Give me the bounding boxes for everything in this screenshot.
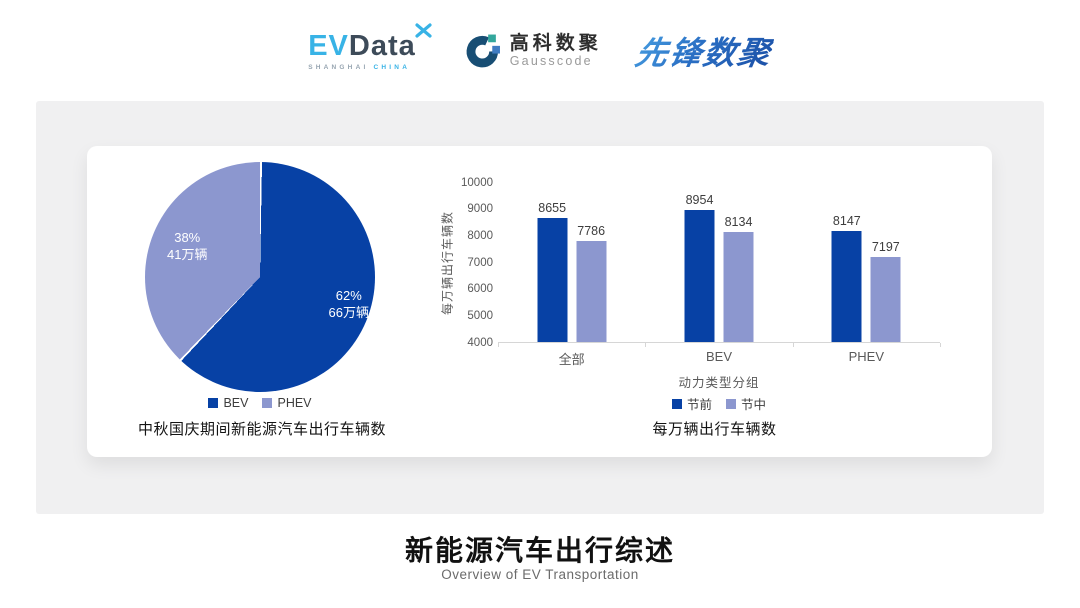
bar-value-label: 8147 (832, 214, 861, 229)
bar-节中-PHEV: 7197 (870, 240, 901, 342)
legend-item-PHEV: PHEV (262, 396, 312, 410)
y-tick-label: 4000 (467, 336, 493, 349)
bar-value-label: 7197 (871, 239, 900, 254)
evdata-x-icon (415, 22, 432, 38)
bar-节中-BEV: 8134 (723, 215, 754, 342)
pie-chart-title: 中秋国庆期间新能源汽车出行车辆数 (137, 421, 386, 438)
y-tick-label: 10000 (461, 176, 493, 189)
bar-value-label: 7786 (577, 224, 606, 239)
bar-group-BEV: 8954 8134 (684, 193, 754, 342)
legend-label: 节前 (686, 398, 712, 412)
bar-节前-全部: 8655 (537, 201, 568, 342)
pie-chart-panel: 38% 41万辆 62% 66万辆 BEV PHEV 中秋国庆期间新能源汽车出行车… (87, 146, 437, 457)
gausscode-en: Gausscode (509, 54, 593, 69)
legend-item-节中: 节中 (726, 394, 766, 413)
legend-label: BEV (223, 396, 249, 410)
y-tick-label: 6000 (467, 282, 493, 295)
bar-value-label: 8655 (538, 200, 567, 215)
phev-amount: 41万辆 (167, 246, 208, 262)
bar-y-axis: 4000 5000 6000 7000 8000 9000 10000 (437, 177, 493, 348)
gausscode-text: 高科数聚 Gausscode (510, 33, 602, 69)
bar-x-axis-title: 动力类型分组 (678, 376, 760, 390)
x-category-label: BEV (705, 349, 733, 364)
legend-swatch (208, 398, 219, 408)
bar-group-全部: 8655 7786 (537, 201, 607, 342)
bar-节前-BEV: 8954 (684, 193, 715, 342)
evdata-subtitle: SHANGHAI CHINA (308, 64, 416, 71)
gausscode-icon (466, 34, 500, 67)
x-axis-tick (498, 343, 499, 347)
bar-plot-area: 8655 7786 8954 8134 8147 7197 (498, 183, 941, 347)
x-category-label: 全部 (558, 352, 585, 367)
page-title: 新能源汽车出行综述 (404, 535, 675, 566)
page-subtitle: Overview of EV Transportation (441, 567, 639, 582)
evdata-sub-left: SHANGHAI (308, 63, 369, 71)
y-tick-label: 9000 (467, 202, 493, 215)
header-logos: EVData SHANGHAI CHINA 高科数聚 Gausscode 先锋数… (0, 16, 1080, 86)
bar-x-axis: 全部 BEV PHEV (498, 349, 940, 367)
x-axis-tick (940, 343, 941, 347)
evdata-sub-right: CHINA (373, 63, 411, 71)
legend-item-BEV: BEV (208, 396, 248, 410)
legend-swatch (262, 398, 273, 408)
legend-label: 节中 (741, 398, 767, 412)
xianfeng-logo: 先锋数聚 (632, 28, 776, 74)
legend-item-节前: 节前 (671, 394, 712, 413)
x-axis-tick (645, 343, 647, 347)
gausscode-logo: 高科数聚 Gausscode (464, 33, 602, 70)
bar-legend: 节前 节中 (498, 394, 940, 413)
y-tick-label: 7000 (467, 256, 493, 269)
evdata-wordmark: EVData (308, 22, 432, 62)
pie-label-phev: 38% 41万辆 (167, 230, 207, 264)
bar-value-label: 8134 (724, 214, 753, 229)
x-axis-tick (792, 343, 794, 347)
bar-group-PHEV: 8147 7197 (831, 214, 901, 342)
legend-swatch (726, 398, 736, 409)
content-band: 38% 41万辆 62% 66万辆 BEV PHEV 中秋国庆期间新能源汽车出行车… (36, 101, 1044, 514)
legend-label: PHEV (277, 396, 312, 410)
bar-节中-全部: 7786 (576, 224, 607, 342)
bev-percent: 62% (335, 288, 362, 303)
bar-value-label: 8954 (685, 192, 714, 207)
gausscode-cn: 高科数聚 (509, 33, 602, 55)
charts-card: 38% 41万辆 62% 66万辆 BEV PHEV 中秋国庆期间新能源汽车出行车… (87, 146, 992, 457)
pie-chart: 38% 41万辆 62% 66万辆 (145, 162, 375, 392)
phev-percent: 38% (174, 230, 201, 245)
bev-amount: 66万辆 (328, 304, 369, 320)
evdata-logo: EVData SHANGHAI CHINA (308, 22, 432, 71)
y-tick-label: 5000 (467, 309, 493, 322)
x-category-label: PHEV (848, 349, 885, 364)
evdata-data-text: Data (348, 29, 416, 62)
y-tick-label: 8000 (467, 229, 493, 242)
bar-节前-PHEV: 8147 (831, 214, 862, 342)
evdata-ev-text: EV (308, 29, 349, 62)
pie-legend: BEV PHEV (145, 396, 375, 410)
bar-chart-title: 每万辆出行车辆数 (652, 421, 777, 438)
pie-label-bev: 62% 66万辆 (329, 288, 369, 322)
legend-swatch (671, 398, 682, 409)
bar-chart-panel: 每万辆出行车辆数 4000 5000 6000 7000 8000 9000 10000 8… (437, 146, 992, 457)
